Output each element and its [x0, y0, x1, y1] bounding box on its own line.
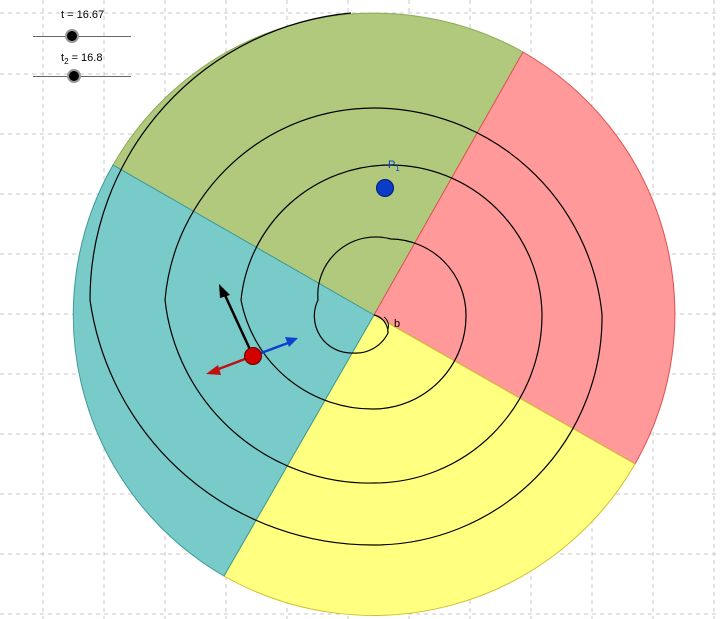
sector-teal [72, 164, 375, 577]
slider-t2-value: = 16.8 [71, 52, 103, 64]
point-p1-name: P [388, 159, 396, 171]
angle-b-label: b [394, 318, 401, 330]
vector-red-arrowhead [206, 365, 221, 375]
point-red[interactable] [244, 347, 262, 365]
slider-t-label: t = 16.67 [61, 9, 104, 21]
slider-t2-track[interactable] [33, 76, 131, 77]
vector-blue-arrowhead [285, 337, 298, 347]
vector-black-arrowhead [219, 284, 230, 298]
slider-t2-knob[interactable] [67, 69, 81, 83]
slider-t-value: = 16.67 [67, 9, 105, 21]
slider-t-track[interactable] [33, 36, 131, 37]
slider-t-name: t [61, 9, 65, 21]
slider-t2-name: t [61, 52, 65, 64]
point-p1-subscript: 1 [395, 164, 400, 174]
slider-t2-subscript: 2 [64, 57, 69, 67]
sector-yellow [223, 314, 636, 616]
angle-arc [383, 316, 389, 330]
point-p1-label: P1 [388, 159, 400, 173]
spiral-curve [89, 12, 603, 546]
slider-t-knob[interactable] [65, 29, 79, 43]
vector-black [222, 292, 255, 357]
slider-t2-label: t2 = 16.8 [61, 52, 102, 66]
disk-sectors [72, 12, 676, 616]
sector-red [373, 51, 676, 465]
point-p1[interactable] [376, 179, 394, 197]
